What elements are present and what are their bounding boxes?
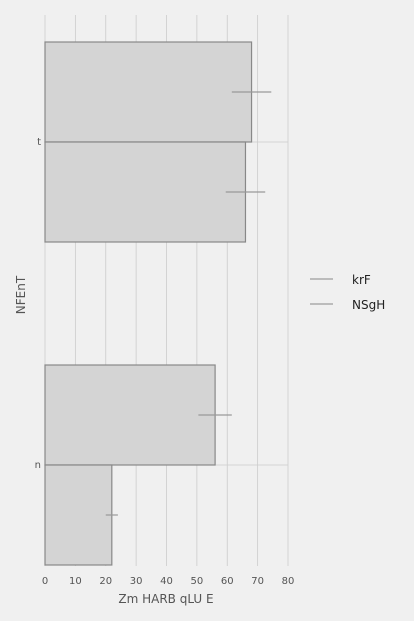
legend: krF NSgH <box>310 273 385 312</box>
bar-krF-t <box>44 41 253 143</box>
x-tick-label-3: 30 <box>130 576 143 587</box>
x-tick-label-4: 40 <box>160 576 173 587</box>
legend-label-NSgH: NSgH <box>352 298 385 312</box>
bar-NSgH-t <box>44 141 247 243</box>
y-tick-label-1: n <box>35 460 41 471</box>
error-bars <box>105 91 272 516</box>
bars <box>44 41 253 566</box>
x-axis-title: Zm HARB qLU E <box>118 592 213 606</box>
bar-NSgH-n <box>44 464 113 566</box>
y-tick-label-0: t <box>37 137 41 148</box>
x-tick-label-5: 50 <box>191 576 204 587</box>
x-tick-label-0: 0 <box>42 576 48 587</box>
x-tick-label-7: 70 <box>251 576 264 587</box>
y-axis-ticks: tn <box>35 137 41 471</box>
x-tick-label-2: 20 <box>99 576 112 587</box>
x-tick-label-1: 10 <box>69 576 82 587</box>
legend-label-krF: krF <box>352 273 371 287</box>
bar-krF-n <box>44 364 216 466</box>
x-tick-label-8: 80 <box>282 576 295 587</box>
y-axis-title: NFEnT <box>14 275 28 314</box>
x-tick-label-6: 60 <box>221 576 234 587</box>
x-axis-ticks: 0 10 20 30 40 50 60 70 80 <box>42 576 295 587</box>
